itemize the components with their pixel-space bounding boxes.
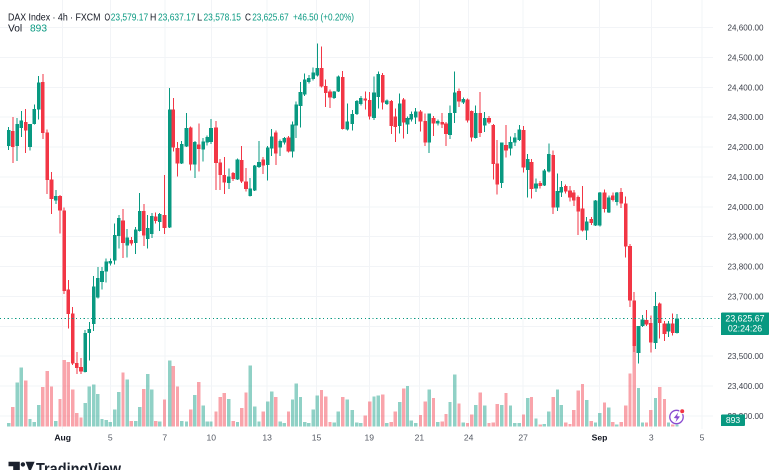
svg-text:13: 13 [262, 433, 272, 443]
svg-text:C: C [245, 12, 251, 23]
svg-text:24,600.00: 24,600.00 [728, 23, 764, 33]
svg-text:23,700.00: 23,700.00 [728, 291, 764, 301]
svg-text:L: L [197, 12, 203, 23]
svg-text:24: 24 [464, 433, 474, 443]
svg-text:23,800.00: 23,800.00 [728, 262, 764, 272]
svg-text:24,000.00: 24,000.00 [728, 202, 764, 212]
svg-text:23,625.67: 23,625.67 [725, 314, 764, 324]
svg-text:893: 893 [30, 24, 47, 35]
svg-text:23,900.00: 23,900.00 [728, 232, 764, 242]
svg-text:15: 15 [312, 433, 322, 443]
svg-text:27: 27 [518, 433, 528, 443]
svg-text:24,500.00: 24,500.00 [728, 52, 764, 62]
svg-text:24,400.00: 24,400.00 [728, 82, 764, 92]
svg-text:5: 5 [108, 433, 113, 443]
svg-text:23,300.00: 23,300.00 [728, 411, 764, 421]
svg-text:23,579.17: 23,579.17 [111, 12, 149, 23]
svg-text:Vol: Vol [8, 24, 22, 35]
svg-text:DAX Index · 4h · FXCM: DAX Index · 4h · FXCM [8, 12, 101, 23]
svg-text:Sep: Sep [592, 433, 608, 443]
svg-text:23,625.67: 23,625.67 [252, 12, 289, 23]
svg-text:23,578.15: 23,578.15 [204, 12, 242, 23]
svg-text:02:24:26: 02:24:26 [728, 324, 762, 334]
svg-text:24,300.00: 24,300.00 [728, 112, 764, 122]
svg-text:21: 21 [415, 433, 425, 443]
svg-text:23,400.00: 23,400.00 [728, 381, 764, 391]
svg-text:23,637.17: 23,637.17 [158, 12, 196, 23]
svg-text:O: O [105, 12, 111, 23]
svg-text:5: 5 [700, 433, 705, 443]
svg-text:H: H [150, 12, 156, 23]
svg-text:23,500.00: 23,500.00 [728, 351, 764, 361]
svg-text:3: 3 [649, 433, 654, 443]
svg-text:Aug: Aug [54, 433, 71, 443]
svg-text:24,100.00: 24,100.00 [728, 172, 764, 182]
svg-text:7: 7 [162, 433, 167, 443]
svg-text:TradingView: TradingView [36, 461, 121, 470]
svg-text:+46.50 (+0.20%): +46.50 (+0.20%) [293, 12, 354, 23]
svg-text:10: 10 [207, 433, 217, 443]
svg-text:24,200.00: 24,200.00 [728, 142, 764, 152]
svg-text:19: 19 [365, 433, 375, 443]
svg-text:893: 893 [726, 415, 741, 425]
